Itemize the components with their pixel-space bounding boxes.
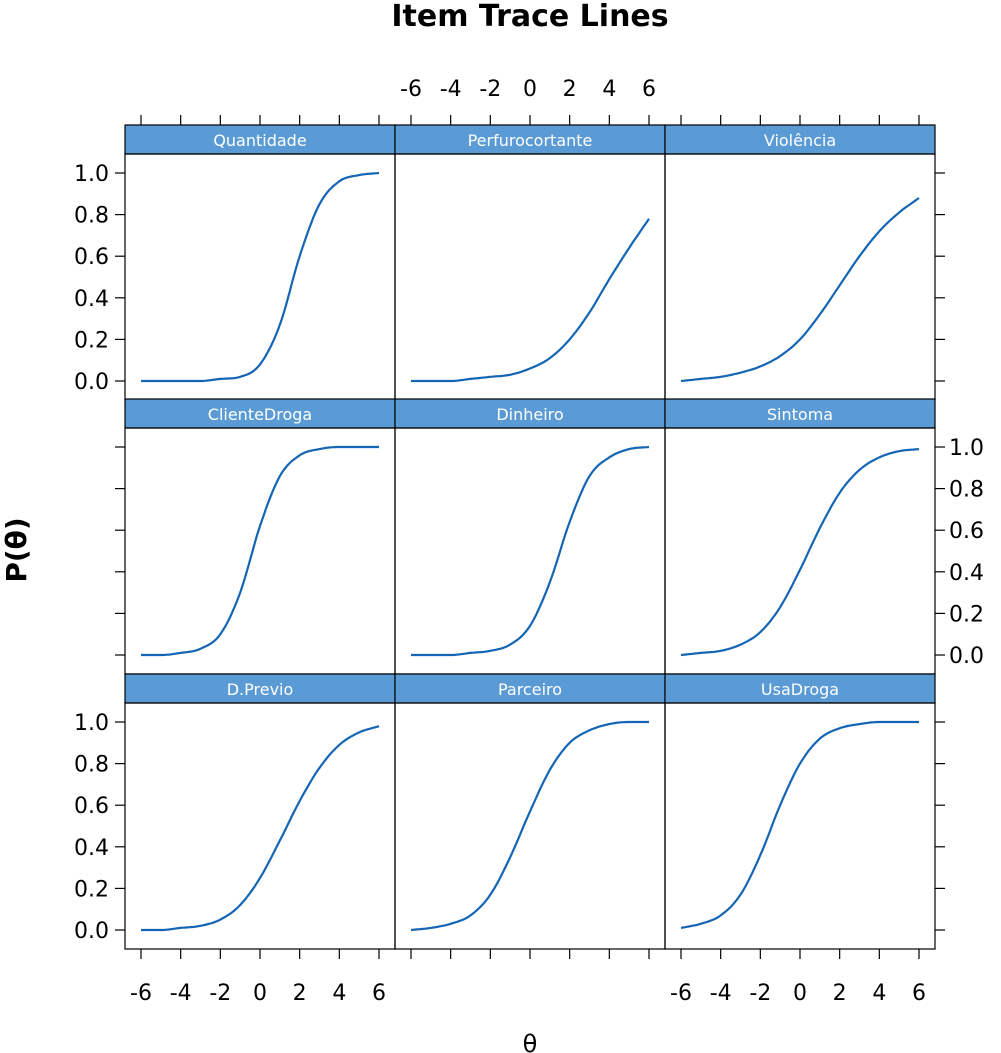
panel-frame <box>394 427 666 675</box>
x-tick-label: -6 <box>400 77 422 102</box>
panel-grid: Quantidade Perfurocortante Violência Client… <box>74 77 984 1006</box>
y-tick-label: 0.6 <box>74 245 109 270</box>
x-tick-label: -2 <box>749 981 771 1006</box>
y-axis-label: P(θ) <box>0 517 33 582</box>
panel-strip-label: Violência <box>764 131 836 150</box>
panel-frame <box>394 702 666 950</box>
chart-title: Item Trace Lines <box>391 0 668 34</box>
y-tick-label: 0.4 <box>74 287 109 312</box>
panel-strip-label: Parceiro <box>498 680 562 699</box>
x-tick-label: -2 <box>209 981 231 1006</box>
y-tick-label: 0.0 <box>74 919 109 944</box>
x-tick-label: 4 <box>872 981 886 1006</box>
x-tick-label: 6 <box>912 981 926 1006</box>
y-tick-label: 0.6 <box>74 794 109 819</box>
panel-strip-label: Sintoma <box>767 405 833 424</box>
trace-line <box>410 720 649 932</box>
x-tick-label: 4 <box>332 981 346 1006</box>
x-tick-label: -2 <box>479 77 501 102</box>
panel-frame <box>124 702 396 950</box>
panel-strip <box>124 673 396 704</box>
x-tick-label: 0 <box>523 77 537 102</box>
panel-strip-label: ClienteDroga <box>208 405 312 424</box>
panel-sintoma: Sintoma <box>664 398 936 675</box>
y-tick-label: 0.8 <box>949 478 984 503</box>
x-tick-label: 0 <box>253 981 267 1006</box>
panel-strip <box>664 398 936 429</box>
x-tick-label: -4 <box>440 77 462 102</box>
panel-strip <box>124 398 396 429</box>
panel-perfurocortante: Perfurocortante <box>394 124 666 401</box>
panel-strip-label: Perfurocortante <box>468 131 593 150</box>
panel-strip-label: Quantidade <box>213 131 306 150</box>
trace-line <box>141 171 380 383</box>
x-tick-label: 0 <box>793 981 807 1006</box>
x-tick-label: -4 <box>710 981 732 1006</box>
y-tick-label: 0.2 <box>74 328 109 353</box>
trace-line <box>680 197 920 383</box>
trace-line <box>411 218 650 383</box>
panel-frame <box>664 153 936 401</box>
panel-parceiro: Parceiro <box>394 673 666 950</box>
panel-frame <box>124 427 396 675</box>
panel-strip <box>394 124 666 155</box>
trace-line <box>680 448 920 657</box>
panel-strip-label: D.Previo <box>227 680 294 699</box>
panel-viol-ncia: Violência <box>664 124 936 401</box>
panel-strip-label: UsaDroga <box>761 680 839 699</box>
panel-dinheiro: Dinheiro <box>394 398 666 675</box>
y-tick-label: 0.0 <box>74 370 109 395</box>
panel-frame <box>664 427 936 675</box>
x-tick-label: 4 <box>602 77 616 102</box>
y-tick-label: 0.2 <box>949 602 984 627</box>
panel-d-previo: D.Previo <box>124 673 396 950</box>
x-axis-label: θ <box>523 1030 538 1053</box>
trace-line <box>411 445 650 657</box>
x-tick-label: 6 <box>642 77 656 102</box>
panel-usadroga: UsaDroga <box>664 673 936 950</box>
panel-strip <box>124 124 396 155</box>
x-tick-label: -6 <box>130 981 152 1006</box>
trace-line <box>141 725 380 932</box>
x-tick-label: 2 <box>293 981 307 1006</box>
y-tick-label: 0.8 <box>74 204 109 229</box>
panel-strip-label: Dinheiro <box>496 405 563 424</box>
x-tick-label: 6 <box>372 981 386 1006</box>
panel-strip <box>394 673 666 704</box>
trace-line <box>141 445 379 657</box>
y-tick-label: 0.6 <box>949 519 984 544</box>
x-tick-label: -6 <box>670 981 692 1006</box>
y-tick-label: 1.0 <box>949 436 984 461</box>
y-tick-label: 0.2 <box>74 877 109 902</box>
trace-line <box>680 720 919 929</box>
y-tick-label: 0.4 <box>74 836 109 861</box>
panel-strip <box>664 673 936 704</box>
panel-frame <box>664 702 936 950</box>
x-tick-label: -4 <box>170 981 192 1006</box>
y-tick-label: 1.0 <box>74 711 109 736</box>
panel-frame <box>394 153 666 401</box>
y-tick-label: 0.8 <box>74 753 109 778</box>
x-tick-label: 2 <box>563 77 577 102</box>
x-tick-label: 2 <box>833 981 847 1006</box>
panel-clientedroga: ClienteDroga <box>124 398 396 675</box>
y-tick-label: 0.4 <box>949 561 984 586</box>
y-tick-label: 1.0 <box>74 162 109 187</box>
y-tick-label: 0.0 <box>949 644 984 669</box>
panel-quantidade: Quantidade <box>124 124 396 401</box>
